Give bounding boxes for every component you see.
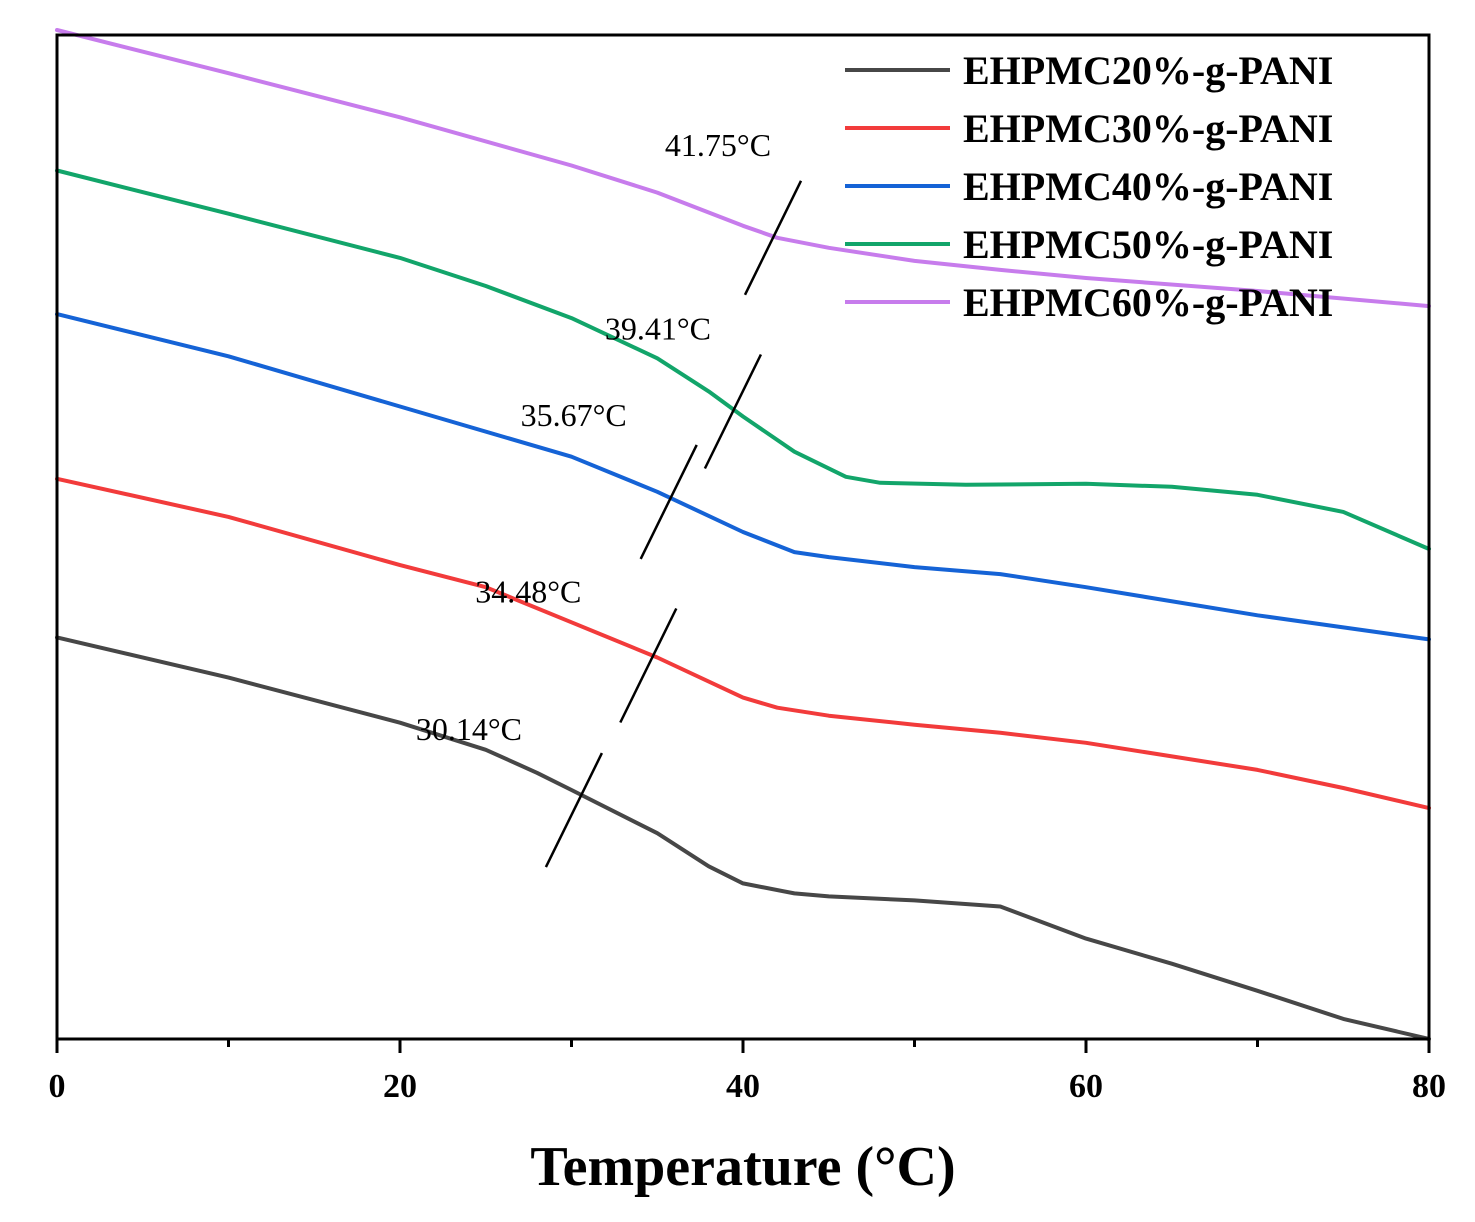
x-tick-label-1: 20 — [383, 1068, 417, 1105]
tg-label-4: 30.14°C — [416, 711, 522, 747]
x-tick-label-3: 60 — [1069, 1068, 1103, 1105]
tg-label-3: 34.48°C — [475, 574, 581, 610]
legend: EHPMC20%-g-PANI EHPMC30%-g-PANI EHPMC40%-g… — [845, 48, 1333, 325]
tg-label-1: 39.41°C — [605, 311, 711, 347]
tg-marker-3 — [619, 607, 678, 724]
legend-label-3: EHPMC50%-g-PANI — [963, 222, 1333, 267]
series-line-3 — [55, 476, 1431, 811]
legend-label-2: EHPMC40%-g-PANI — [963, 164, 1333, 209]
tg-marker-1 — [703, 353, 763, 470]
x-axis-title: Temperature (°C) — [530, 1136, 955, 1198]
series-line-4 — [55, 635, 1431, 1041]
tg-marker-0 — [743, 180, 803, 296]
tg-marker-2 — [639, 444, 698, 560]
x-tick-label-2: 40 — [726, 1068, 760, 1105]
x-axis-ticks: 0 20 40 60 80 — [49, 1039, 1446, 1105]
series-layer — [55, 28, 1431, 1041]
legend-label-1: EHPMC30%-g-PANI — [963, 106, 1333, 151]
legend-label-4: EHPMC60%-g-PANI — [963, 280, 1333, 325]
series-line-2 — [55, 312, 1431, 642]
x-tick-label-0: 0 — [49, 1068, 66, 1105]
legend-label-0: EHPMC20%-g-PANI — [963, 48, 1333, 93]
tg-label-0: 41.75°C — [665, 127, 771, 163]
tg-marker-4 — [544, 752, 604, 868]
x-tick-label-4: 80 — [1412, 1068, 1446, 1105]
annotation-layer: 41.75°C 39.41°C 35.67°C 34.48°C 30.14°C — [416, 127, 803, 868]
series-line-0 — [55, 28, 1431, 309]
tg-label-2: 35.67°C — [521, 397, 627, 433]
series-line-1 — [55, 168, 1431, 551]
